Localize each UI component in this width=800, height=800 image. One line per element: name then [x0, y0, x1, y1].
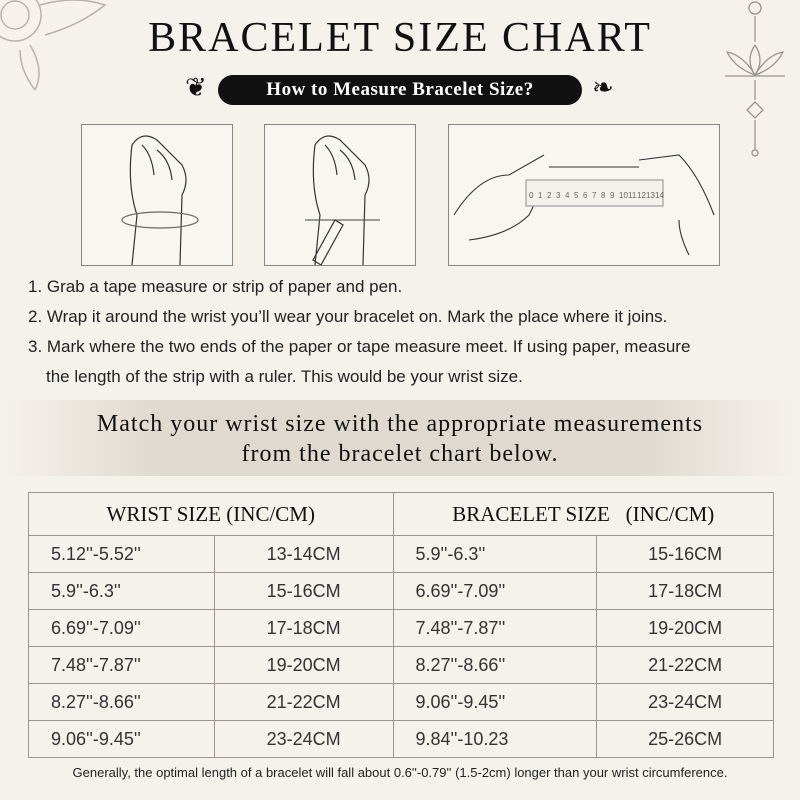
step-1: 1. Grab a tape measure or strip of paper…	[28, 277, 403, 296]
illustration-wrap-tape	[81, 124, 233, 266]
banner-line-2: from the bracelet chart below.	[241, 441, 559, 467]
lotus-hanging-decoration	[725, 1, 785, 157]
step-3-continued: the length of the strip with a ruler. Th…	[46, 367, 523, 386]
ruler-label: 7	[592, 191, 597, 200]
hand-tape-icon	[121, 135, 199, 266]
ruler-label: 3	[556, 191, 561, 200]
cell-wrist-cm: 21-22CM	[213, 683, 394, 721]
banner-line-1: Match your wrist size with the appropria…	[96, 411, 704, 437]
ruler-label: 4	[565, 191, 570, 200]
step-3: 3. Mark where the two ends of the paper …	[28, 337, 691, 356]
cell-wrist-inches: 5.12''-5.52''	[28, 535, 215, 573]
size-chart-table: WRIST SIZE (INC/CM) BRACELET SIZE (INC/C…	[28, 492, 774, 758]
ruler-label: 8	[601, 191, 606, 200]
table-row: 5.12''-5.52'' 13-14CM 5.9''-6.3'' 15-16CM	[28, 535, 774, 573]
cell-wrist-cm: 19-20CM	[213, 646, 394, 684]
hand-pen-icon	[305, 135, 380, 266]
ruler-label: 10	[619, 191, 628, 200]
swirl-left-icon: ❦	[185, 72, 207, 102]
header-wrist-size: WRIST SIZE (INC/CM)	[28, 492, 394, 536]
match-banner: Match your wrist size with the appropria…	[0, 400, 800, 476]
step-2: 2. Wrap it around the wrist you’ll wear …	[28, 307, 668, 326]
ruler-label: 2	[547, 191, 552, 200]
ruler-label: 1	[538, 191, 543, 200]
ruler-label: 14	[655, 191, 664, 200]
cell-bracelet-cm: 21-22CM	[596, 646, 774, 684]
cell-bracelet-inches: 9.06''-9.45''	[392, 683, 598, 721]
table-row: 5.9''-6.3'' 15-16CM 6.69''-7.09'' 17-18CM	[28, 572, 774, 610]
cell-wrist-cm: 13-14CM	[213, 535, 394, 573]
cell-wrist-cm: 15-16CM	[213, 572, 394, 610]
cell-bracelet-inches: 6.69''-7.09''	[392, 572, 598, 610]
swirl-right-icon: ❧	[592, 72, 614, 102]
header-bracelet-size: BRACELET SIZE (INC/CM)	[392, 492, 774, 536]
cell-bracelet-inches: 8.27''-8.66''	[392, 646, 598, 684]
cell-wrist-cm: 17-18CM	[213, 609, 394, 647]
cell-wrist-cm: 23-24CM	[213, 720, 394, 758]
table-row: 6.69''-7.09'' 17-18CM 7.48''-7.87'' 19-20CM	[28, 609, 774, 647]
cell-bracelet-cm: 19-20CM	[596, 609, 774, 647]
cell-bracelet-inches: 5.9''-6.3''	[392, 535, 598, 573]
cell-bracelet-inches: 7.48''-7.87''	[392, 609, 598, 647]
cell-wrist-inches: 8.27''-8.66''	[28, 683, 215, 721]
ruler-label: 0	[529, 191, 534, 200]
ruler-label: 12	[637, 191, 646, 200]
illustration-ruler: 0 1 2 3 4 5 6 7 8 9 10 11 12 13 14	[448, 124, 720, 266]
instructions-list: 1. Grab a tape measure or strip of paper…	[28, 272, 690, 392]
table-row: 9.06''-9.45'' 23-24CM 9.84''-10.23 25-26CM	[28, 720, 774, 758]
cell-wrist-inches: 7.48''-7.87''	[28, 646, 215, 684]
cell-wrist-inches: 5.9''-6.3''	[28, 572, 215, 610]
cell-bracelet-cm: 17-18CM	[596, 572, 774, 610]
cell-wrist-inches: 6.69''-7.09''	[28, 609, 215, 647]
cell-wrist-inches: 9.06''-9.45''	[28, 720, 215, 758]
ruler-label: 11	[628, 191, 637, 200]
hands-ruler-icon: 0 1 2 3 4 5 6 7 8 9 10 11 12 13 14	[453, 154, 715, 256]
illustration-mark-pen	[264, 124, 416, 266]
ruler-label: 5	[574, 191, 579, 200]
subtitle-pill: How to Measure Bracelet Size?	[218, 75, 582, 105]
cell-bracelet-cm: 15-16CM	[596, 535, 774, 573]
ruler-label: 13	[646, 191, 655, 200]
table-row: 8.27''-8.66'' 21-22CM 9.06''-9.45'' 23-24CM	[28, 683, 774, 721]
page-title: BRACELET SIZE CHART	[148, 15, 652, 61]
cell-bracelet-cm: 25-26CM	[596, 720, 774, 758]
cell-bracelet-cm: 23-24CM	[596, 683, 774, 721]
table-row: 7.48''-7.87'' 19-20CM 8.27''-8.66'' 21-22CM	[28, 646, 774, 684]
mandala-corner-decoration	[0, 0, 107, 90]
ruler-label: 6	[583, 191, 588, 200]
footnote: Generally, the optimal length of a brace…	[72, 765, 728, 780]
ruler-label: 9	[610, 191, 615, 200]
cell-bracelet-inches: 9.84''-10.23	[392, 720, 598, 758]
